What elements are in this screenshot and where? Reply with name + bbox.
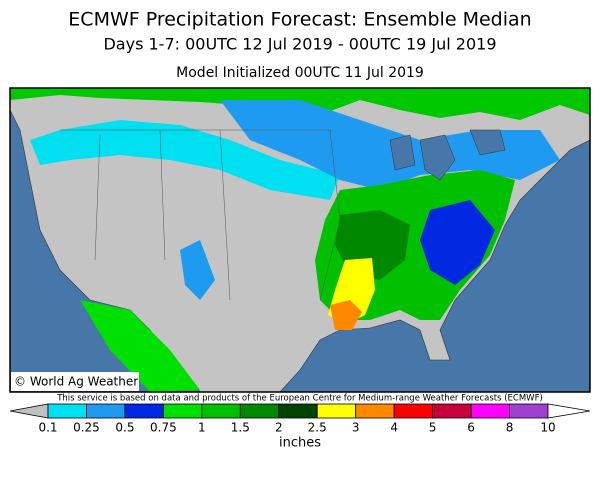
color-bin [393, 403, 434, 419]
color-bin [239, 403, 280, 419]
color-bin [432, 403, 472, 419]
copyright-box [11, 372, 139, 391]
colorbar: 0.1 0.25 0.5 0.75 1 1.5 2 2.5 3 4 5 6 8 10 [9, 403, 591, 435]
color-bin [509, 403, 549, 419]
copyright: © World Ag Weather [14, 375, 138, 389]
color-bin [201, 403, 241, 419]
colorbar-tick-label: 0.25 [73, 421, 100, 435]
borders [60, 129, 341, 301]
colorbar-tick-label: 1.5 [231, 421, 250, 435]
color-bin [316, 403, 357, 419]
color-bin [162, 403, 203, 419]
subtitle: Days 1-7: 00UTC 12 Jul 2019 - 00UTC 19 J… [103, 35, 496, 54]
colorbar-tick-label: 0.75 [150, 421, 177, 435]
great-lakes [389, 129, 506, 181]
colorbar-tick-label: 1 [198, 421, 206, 435]
color-bin [355, 403, 395, 419]
precip-blue [420, 200, 495, 285]
color-bin [470, 403, 510, 419]
colorbar-tick-label: 5 [429, 421, 437, 435]
colorbar-tick-label: 2.5 [308, 421, 327, 435]
title: ECMWF Precipitation Forecast: Ensemble M… [68, 9, 531, 31]
colorbar-tick-label: 6 [467, 421, 475, 435]
colorbar-label: inches [279, 436, 321, 451]
colorbar-tick-label: 10 [540, 421, 555, 435]
colorbar-tick-label: 0.1 [38, 421, 57, 435]
initialized: Model Initialized 00UTC 11 Jul 2019 [176, 65, 424, 81]
colorbar-tick-label: 4 [390, 421, 398, 435]
color-bin [47, 403, 87, 419]
colorbar-tick-label: 2 [275, 421, 283, 435]
color-bin [124, 403, 164, 419]
precip-cyan [30, 120, 340, 200]
map: © World Ag Weather [9, 87, 591, 393]
note: This service is based on data and produc… [56, 394, 543, 404]
map-frame [9, 87, 591, 393]
color-bin [86, 403, 126, 419]
precip-mexico [80, 300, 200, 392]
precip-lightblue [220, 100, 560, 190]
colorbar-tick-label: 8 [506, 421, 514, 435]
colorbar-tick-label: 3 [352, 421, 360, 435]
precip-southwest [180, 240, 215, 300]
color-bin [278, 403, 318, 419]
precip-orange [330, 300, 362, 330]
color-bin [547, 403, 591, 419]
colorbar-tick-label: 0.5 [115, 421, 134, 435]
